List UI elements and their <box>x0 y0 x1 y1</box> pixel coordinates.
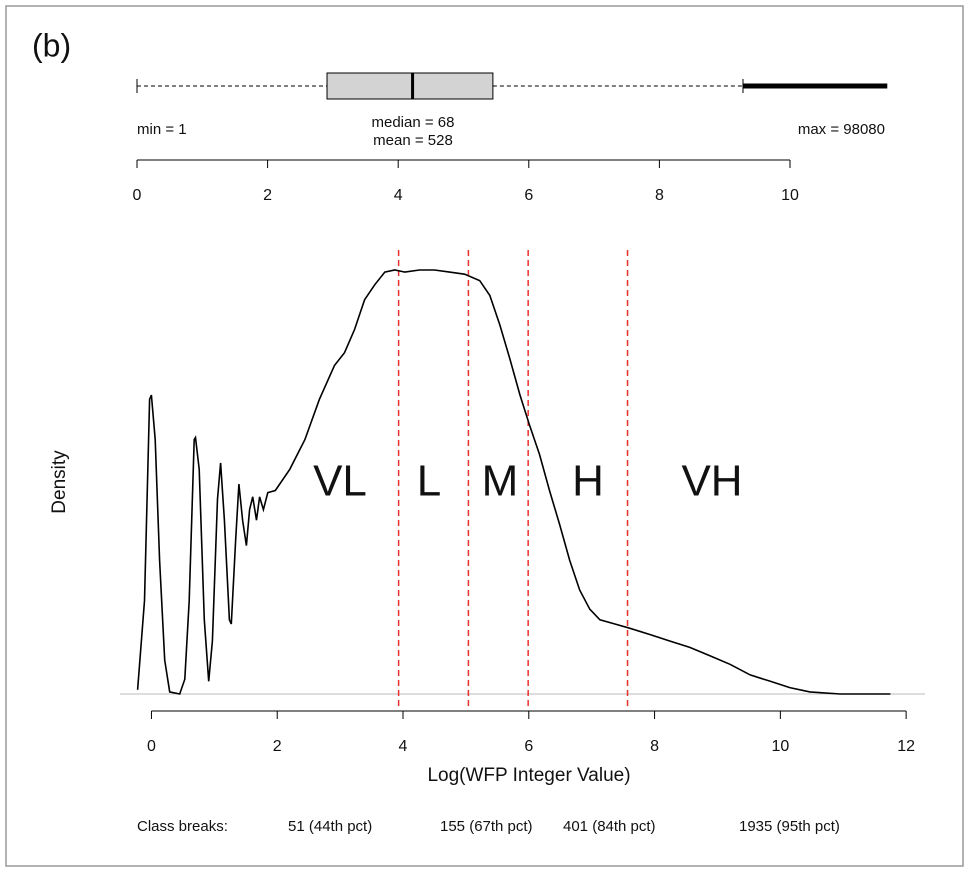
class-label: VL <box>313 457 367 506</box>
x-tick-label: 12 <box>897 738 915 755</box>
footer-text: Class breaks: <box>137 818 228 835</box>
x-tick-label: 4 <box>394 187 403 204</box>
y-axis-title: Density <box>49 450 70 514</box>
x-tick-label: 6 <box>524 738 533 755</box>
footer-text: 401 (84th pct) <box>563 818 656 835</box>
annotation: max = 98080 <box>798 121 885 138</box>
panel-label: (b) <box>32 27 71 63</box>
box <box>326 72 494 100</box>
class-label: M <box>482 457 519 506</box>
footer-text: 1935 (95th pct) <box>739 818 840 835</box>
x-tick-label: 0 <box>147 738 156 755</box>
x-tick-label: 6 <box>524 187 533 204</box>
x-tick-label: 0 <box>133 187 142 204</box>
annotation: median = 68 <box>372 114 455 131</box>
x-tick-label: 8 <box>650 738 659 755</box>
x-tick-label: 2 <box>273 738 282 755</box>
class-label: L <box>417 457 441 506</box>
footer-text: 51 (44th pct) <box>288 818 372 835</box>
x-tick-label: 10 <box>781 187 799 204</box>
frame <box>5 5 964 867</box>
x-axis-title: Log(WFP Integer Value) <box>427 765 630 786</box>
x-tick-label: 4 <box>399 738 408 755</box>
x-tick-label: 8 <box>655 187 664 204</box>
annotation: min = 1 <box>137 121 187 138</box>
density-line <box>136 269 891 695</box>
class-label: H <box>572 457 604 506</box>
x-tick-label: 10 <box>771 738 789 755</box>
footer-text: 155 (67th pct) <box>440 818 533 835</box>
class-label: VH <box>681 457 742 506</box>
x-tick-label: 2 <box>263 187 272 204</box>
annotation: mean = 528 <box>373 132 453 149</box>
